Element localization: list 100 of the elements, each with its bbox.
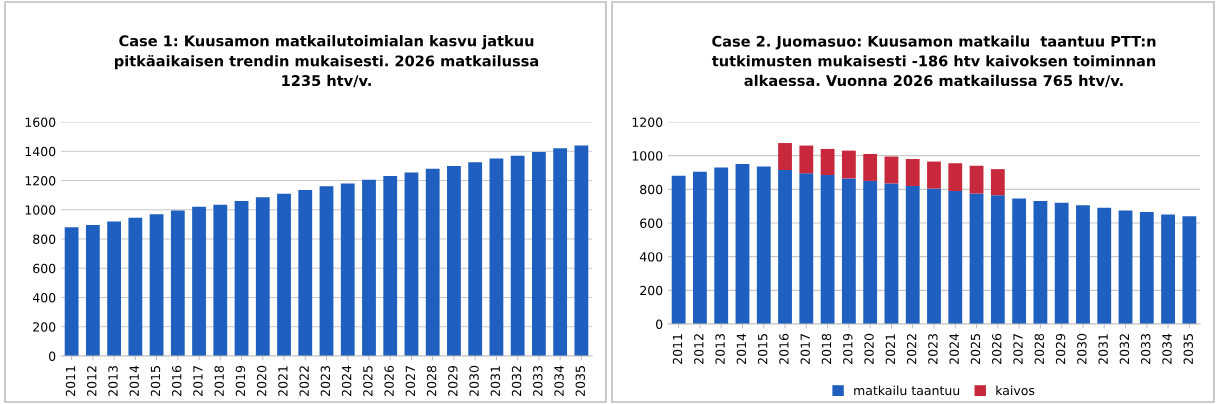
bar [234,200,249,356]
y-tick-label: 400 [32,292,56,303]
x-tick-label: 2021 [885,334,896,364]
chart-title: Case 1: Kuusamon matkailutoimialan kasvu jatkuu pitkäaikaisen trendin mukaisesti. 2026 matkailussa 1235 htv/v. [115,35,539,88]
bar [447,165,461,356]
bar [1182,216,1197,324]
x-tick-label: 2026 [992,333,1002,364]
x-tick-label: 2018 [821,333,832,364]
bar [884,156,899,184]
x-tick-label: 2011 [65,366,76,396]
x-tick-label: 2029 [1055,333,1066,364]
bar [489,158,504,356]
x-tick-label: 2019 [235,365,246,396]
x-tick-label: 2027 [405,366,416,396]
x-tick-label: 2015 [757,334,768,364]
bar [170,210,185,356]
bar [1076,205,1090,324]
y-tick-label: 800 [640,184,663,195]
bar [927,188,941,324]
x-tick-label: 2029 [448,365,458,396]
x-tick-label: 2013 [715,334,725,364]
bar [255,197,270,356]
bar [799,173,814,324]
bar [799,145,814,174]
bar [553,148,568,356]
bar [319,186,334,356]
legend-label: matkailu taantuu [854,385,960,396]
bar [510,155,525,356]
y-tick-label: 1600 [25,117,56,127]
bar [425,168,440,356]
y-tick-label: 800 [33,234,56,244]
x-tick-label: 2027 [1013,334,1023,364]
bar [756,166,771,324]
x-tick-label: 2016 [171,365,182,396]
bar [1118,210,1133,324]
x-tick-label: 2019 [843,333,853,364]
bar [340,183,355,356]
x-tick-label: 2020 [256,365,267,396]
x-tick-label: 2030 [1077,333,1087,364]
bar [1139,212,1154,324]
bar [990,169,1005,196]
bar [1033,201,1048,324]
y-tick-label: 1200 [632,117,663,127]
y-tick-label: 200 [33,322,56,332]
bar [735,164,750,324]
y-tick-label: 1400 [25,146,56,157]
bar [969,165,984,194]
x-tick-label: 2033 [533,366,543,396]
x-tick-label: 2024 [341,365,352,396]
x-tick-label: 2035 [575,366,586,396]
y-tick-label: 0 [656,319,663,329]
bar [820,175,835,324]
bar [574,145,589,356]
x-tick-label: 2021 [278,366,288,396]
x-tick-label: 2028 [426,365,437,396]
bar [693,171,707,324]
bar [927,161,941,189]
y-tick-label: 1000 [632,151,663,161]
bar [1161,214,1175,324]
bar [671,175,686,324]
bar [213,204,228,356]
bar [298,190,313,356]
x-tick-label: 2012 [87,366,97,396]
bar [128,217,143,356]
bar [714,167,729,324]
x-tick-label: 2013 [108,366,118,396]
x-tick-label: 2023 [320,366,331,396]
x-tick-label: 2011 [672,334,683,364]
bar [1054,202,1069,324]
x-tick-label: 2018 [214,365,224,396]
x-tick-label: 2022 [299,366,309,396]
x-tick-label: 2017 [800,334,810,364]
bar [532,151,546,356]
bar [841,178,856,324]
bar [149,214,164,356]
x-tick-label: 2034 [1162,333,1172,364]
y-tick-label: 600 [33,263,56,274]
bar [905,159,920,186]
bar [820,148,835,176]
y-tick-label: 200 [640,285,663,296]
y-tick-label: 1000 [25,205,56,215]
x-tick-label: 2030 [469,365,479,396]
x-tick-label: 2026 [384,365,394,396]
x-tick-label: 2022 [906,334,917,364]
bar [277,193,291,356]
bar [107,221,121,356]
bar [948,191,963,324]
x-tick-label: 2014 [129,365,139,396]
bar [64,227,79,356]
x-tick-label: 2020 [864,333,874,364]
x-tick-label: 2033 [1140,334,1151,364]
x-tick-label: 2028 [1034,333,1045,364]
bar [778,169,792,324]
x-tick-label: 2032 [511,366,522,396]
bar [863,180,878,324]
bar [85,225,100,356]
x-tick-label: 2016 [779,333,789,364]
bar [841,150,856,179]
bar [1097,207,1112,324]
x-tick-label: 2034 [554,365,564,396]
